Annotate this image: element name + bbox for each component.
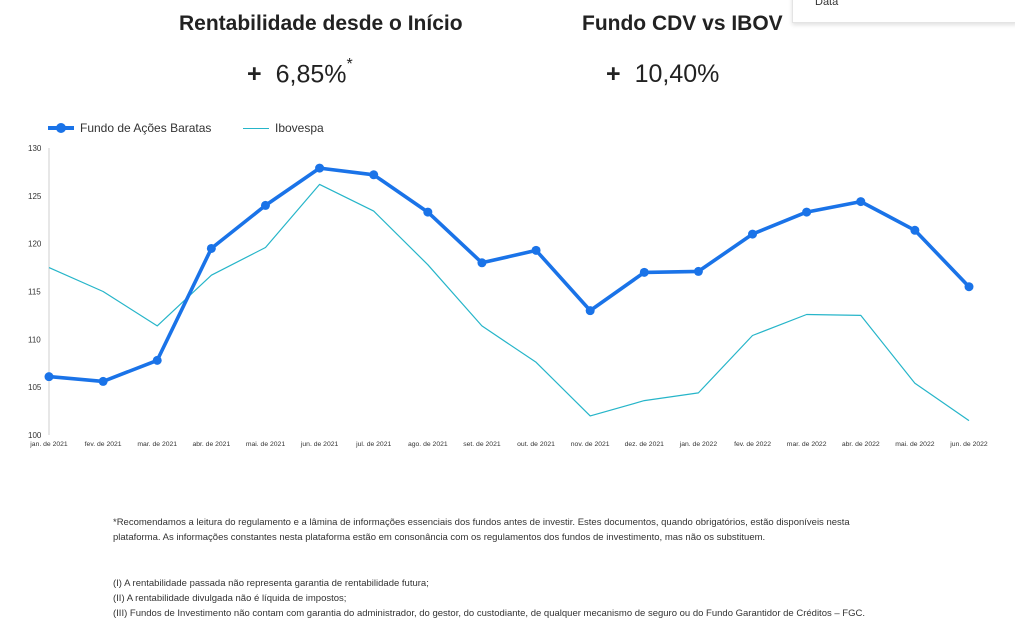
legend-label-ibovespa: Ibovespa bbox=[275, 121, 324, 135]
y-tick-label: 120 bbox=[28, 240, 42, 249]
x-tick-label: abr. de 2021 bbox=[192, 441, 230, 448]
data-point-fund bbox=[639, 267, 649, 277]
x-tick-label: fev. de 2021 bbox=[85, 441, 122, 448]
kpi-since-inception-title: Rentabilidade desde o Início bbox=[179, 12, 463, 35]
data-point-fund bbox=[477, 258, 487, 268]
disclaimer-text: *Recomendamos a leitura do regulamento e… bbox=[113, 517, 850, 543]
data-point-fund bbox=[748, 229, 758, 239]
x-tick-label: abr. de 2022 bbox=[842, 441, 880, 448]
data-point-fund bbox=[315, 163, 325, 173]
kpi-since-inception-sign: + bbox=[247, 60, 262, 89]
data-point-fund bbox=[423, 207, 433, 217]
data-point-fund bbox=[98, 376, 108, 386]
x-tick-label: jan. de 2021 bbox=[29, 441, 68, 448]
data-point-fund bbox=[910, 225, 920, 235]
kpi-fund-vs-ibov-number: 10,40% bbox=[634, 60, 720, 88]
x-tick-label: set. de 2021 bbox=[463, 441, 501, 448]
data-point-fund bbox=[856, 197, 866, 207]
y-tick-label: 125 bbox=[28, 192, 42, 201]
y-tick-label: 130 bbox=[28, 144, 42, 153]
data-point-fund bbox=[369, 170, 379, 180]
x-tick-label: nov. de 2021 bbox=[571, 441, 610, 448]
x-tick-label: jun. de 2022 bbox=[949, 441, 988, 448]
data-point-fund bbox=[44, 372, 54, 382]
x-tick-label: mar. de 2021 bbox=[137, 441, 177, 448]
x-tick-label: jan. de 2022 bbox=[679, 441, 718, 448]
kpi-fund-vs-ibov-title: Fundo CDV vs IBOV bbox=[582, 12, 783, 35]
legend-swatch-ibovespa bbox=[243, 127, 269, 129]
disclaimer-list: (I) A rentabilidade passada não represen… bbox=[113, 576, 883, 621]
line-chart: 100 105 110 115 120 125 130 jan. de 2021 fev. de… bbox=[28, 144, 988, 448]
date-dropdown[interactable]: Data bbox=[792, 0, 1015, 23]
x-tick-label: mai. de 2022 bbox=[895, 441, 935, 448]
data-point-fund bbox=[585, 306, 595, 316]
data-point-fund bbox=[152, 355, 162, 365]
data-point-fund bbox=[531, 245, 541, 255]
kpi-since-inception-value: +6,85%* bbox=[247, 56, 353, 89]
series-line-ibovespa bbox=[48, 183, 970, 422]
x-tick-label: fev. de 2022 bbox=[734, 441, 771, 448]
y-tick-label: 115 bbox=[28, 288, 41, 297]
legend-swatch-fund bbox=[48, 123, 74, 133]
disclaimer-item-2: (II) A rentabilidade divulgada não é líq… bbox=[113, 593, 347, 604]
x-tick-label: dez. de 2021 bbox=[625, 441, 665, 448]
x-tick-label: jun. de 2021 bbox=[300, 441, 339, 448]
data-point-fund bbox=[260, 200, 270, 210]
kpi-fund-vs-ibov-value: +10,40% bbox=[606, 60, 719, 89]
disclaimer-item-1: (I) A rentabilidade passada não represen… bbox=[113, 578, 429, 589]
series-line-fund bbox=[48, 166, 971, 384]
y-tick-label: 105 bbox=[28, 383, 42, 392]
data-point-fund bbox=[206, 243, 216, 253]
disclaimer-item-3: (III) Fundos de Investimento não contam … bbox=[113, 608, 865, 619]
x-tick-label: mar. de 2022 bbox=[787, 441, 827, 448]
data-point-fund bbox=[693, 266, 703, 276]
kpi-since-inception-number: 6,85% bbox=[275, 60, 347, 89]
y-tick-label: 110 bbox=[28, 335, 41, 344]
y-tick-label: 100 bbox=[28, 431, 42, 440]
x-tick-label: out. de 2021 bbox=[517, 441, 555, 448]
x-tick-label: ago. de 2021 bbox=[408, 441, 448, 448]
legend-item-fund[interactable]: Fundo de Ações Baratas bbox=[48, 121, 211, 135]
x-tick-label: mai. de 2021 bbox=[246, 441, 286, 448]
x-tick-label: jul. de 2021 bbox=[355, 441, 391, 448]
data-point-fund bbox=[802, 207, 812, 217]
date-dropdown-label: Data bbox=[815, 0, 839, 8]
legend-label-fund: Fundo de Ações Baratas bbox=[80, 121, 212, 135]
kpi-fund-vs-ibov-sign: + bbox=[606, 60, 621, 88]
data-point-fund bbox=[964, 282, 974, 292]
legend-item-ibovespa[interactable]: Ibovespa bbox=[243, 121, 324, 135]
kpi-since-inception-asterisk: * bbox=[346, 56, 353, 73]
